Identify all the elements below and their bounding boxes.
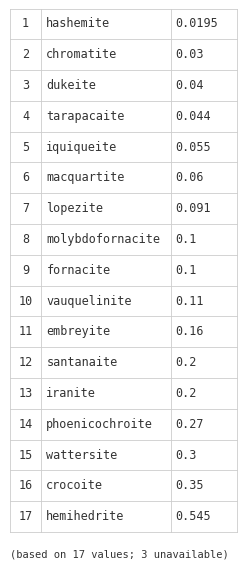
Text: 6: 6 — [22, 171, 29, 184]
Text: 0.03: 0.03 — [176, 48, 204, 61]
Text: 13: 13 — [19, 387, 33, 400]
Text: 0.11: 0.11 — [176, 295, 204, 308]
Text: 0.3: 0.3 — [176, 448, 197, 461]
Text: chromatite: chromatite — [46, 48, 118, 61]
Text: macquartite: macquartite — [46, 171, 125, 184]
Text: 2: 2 — [22, 48, 29, 61]
Text: crocoite: crocoite — [46, 479, 103, 492]
Text: 3: 3 — [22, 79, 29, 92]
Text: 14: 14 — [19, 418, 33, 431]
Text: 0.35: 0.35 — [176, 479, 204, 492]
Text: 4: 4 — [22, 110, 29, 123]
Text: 8: 8 — [22, 233, 29, 246]
Text: 0.545: 0.545 — [176, 510, 211, 523]
Text: 9: 9 — [22, 264, 29, 277]
Text: 0.1: 0.1 — [176, 233, 197, 246]
Text: 12: 12 — [19, 356, 33, 369]
Text: hashemite: hashemite — [46, 18, 111, 30]
Text: 0.044: 0.044 — [176, 110, 211, 123]
Text: 15: 15 — [19, 448, 33, 461]
Text: 1: 1 — [22, 18, 29, 30]
Text: 7: 7 — [22, 202, 29, 215]
Text: tarapacaite: tarapacaite — [46, 110, 125, 123]
Text: lopezite: lopezite — [46, 202, 103, 215]
Text: vauquelinite: vauquelinite — [46, 295, 132, 308]
Text: wattersite: wattersite — [46, 448, 118, 461]
Text: iranite: iranite — [46, 387, 96, 400]
Text: 16: 16 — [19, 479, 33, 492]
Text: 10: 10 — [19, 295, 33, 308]
Text: 0.2: 0.2 — [176, 387, 197, 400]
Text: phoenicochroite: phoenicochroite — [46, 418, 153, 431]
Text: 0.055: 0.055 — [176, 141, 211, 154]
Text: 0.1: 0.1 — [176, 264, 197, 277]
Text: 0.27: 0.27 — [176, 418, 204, 431]
Text: dukeite: dukeite — [46, 79, 96, 92]
Text: 0.16: 0.16 — [176, 325, 204, 339]
Text: 0.06: 0.06 — [176, 171, 204, 184]
Text: fornacite: fornacite — [46, 264, 111, 277]
Text: iquiqueite: iquiqueite — [46, 141, 118, 154]
Text: 5: 5 — [22, 141, 29, 154]
Text: hemihedrite: hemihedrite — [46, 510, 125, 523]
Text: 11: 11 — [19, 325, 33, 339]
Text: 0.2: 0.2 — [176, 356, 197, 369]
Text: 17: 17 — [19, 510, 33, 523]
Text: molybdofornacite: molybdofornacite — [46, 233, 160, 246]
Text: 0.0195: 0.0195 — [176, 18, 218, 30]
Text: 0.04: 0.04 — [176, 79, 204, 92]
Text: 0.091: 0.091 — [176, 202, 211, 215]
Text: embreyite: embreyite — [46, 325, 111, 339]
Text: (based on 17 values; 3 unavailable): (based on 17 values; 3 unavailable) — [10, 550, 229, 560]
Text: santanaite: santanaite — [46, 356, 118, 369]
